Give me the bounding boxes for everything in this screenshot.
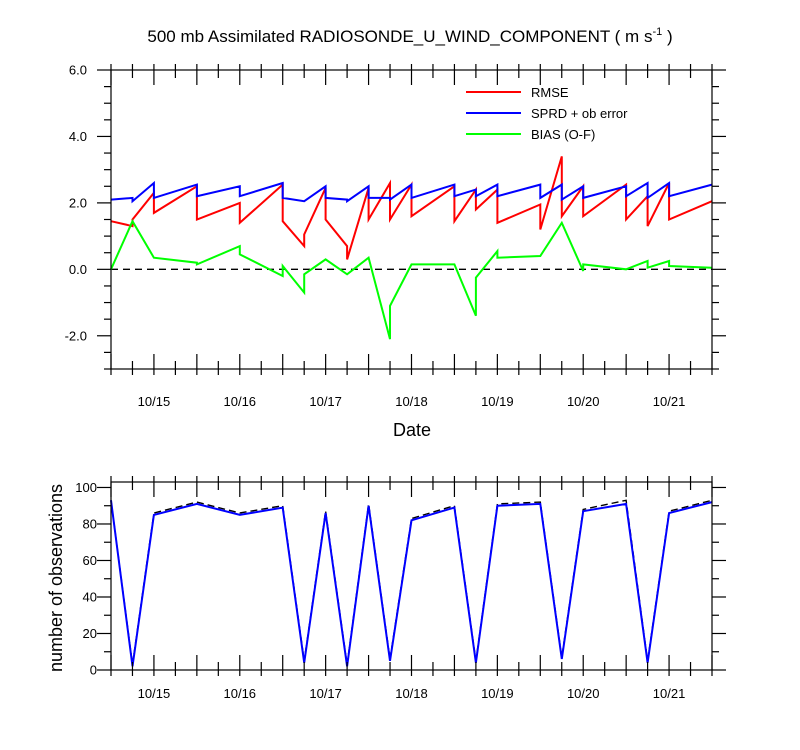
y-tick-label: 4.0 <box>69 129 87 144</box>
x-tick-label: 10/18 <box>395 686 428 701</box>
y-tick-label: 0.0 <box>69 262 87 277</box>
legend: RMSE SPRD + ob error BIAS (O-F) <box>466 85 628 142</box>
y-tick-label: 60 <box>83 553 97 568</box>
series-bias-o-f-line <box>110 219 713 340</box>
series-1-line <box>110 500 713 667</box>
x-tick-label: 10/15 <box>138 686 171 701</box>
y-tick-label: -2.0 <box>65 328 87 343</box>
series-rmse-line <box>110 156 713 260</box>
bottom-axes: 10/15 10/16 10/17 10/18 10/19 10/20 10/21 0 20 40… <box>75 476 726 701</box>
top-panel: 10/15 10/16 10/17 10/18 10/19 10/20 10/21 -2.0 0… <box>65 63 726 409</box>
x-tick-label: 10/19 <box>481 394 514 409</box>
y-tick-label: 2.0 <box>69 195 87 210</box>
y-tick-label: 40 <box>83 589 97 604</box>
series-sprd-ob-error-line <box>110 180 713 204</box>
x-tick-label: 10/21 <box>653 686 686 701</box>
top-series-lines <box>110 156 713 340</box>
x-tick-label: 10/16 <box>224 686 257 701</box>
x-tick-label: 10/19 <box>481 686 514 701</box>
x-axis-title: Date <box>393 420 431 440</box>
bottom-panel: 10/15 10/16 10/17 10/18 10/19 10/20 10/21 0 20 40… <box>75 476 726 701</box>
x-tick-label: 10/17 <box>309 686 342 701</box>
top-axes: 10/15 10/16 10/17 10/18 10/19 10/20 10/21 -2.0 0… <box>65 63 726 409</box>
bottom-series-lines <box>110 499 713 667</box>
x-tick-label: 10/20 <box>567 394 600 409</box>
plot-frame <box>110 481 713 671</box>
y-axis-title-bottom: number of observations <box>46 484 66 672</box>
y-tick-label: 0 <box>90 663 97 678</box>
x-tick-label: 10/15 <box>138 394 171 409</box>
x-tick-label: 10/16 <box>224 394 257 409</box>
y-tick-label: 100 <box>75 480 97 495</box>
x-tick-label: 10/20 <box>567 686 600 701</box>
y-tick-label: 20 <box>83 626 97 641</box>
x-tick-label: 10/21 <box>653 394 686 409</box>
y-tick-label: 80 <box>83 516 97 531</box>
x-tick-label: 10/18 <box>395 394 428 409</box>
legend-label: SPRD + ob error <box>531 106 628 121</box>
legend-label: BIAS (O-F) <box>531 127 595 142</box>
x-tick-label: 10/17 <box>309 394 342 409</box>
legend-label: RMSE <box>531 85 569 100</box>
chart-title: 500 mb Assimilated RADIOSONDE_U_WIND_COM… <box>147 26 672 46</box>
y-tick-label: 6.0 <box>69 63 87 78</box>
